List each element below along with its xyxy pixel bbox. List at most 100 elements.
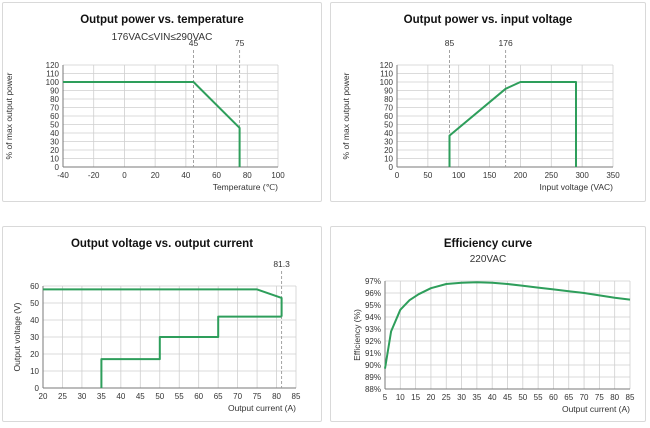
y-tick-label: 110: [46, 70, 59, 79]
y-axis-label: Efficiency (%): [352, 309, 362, 361]
x-tick-label: 75: [595, 393, 604, 402]
y-tick-label: 90: [384, 87, 393, 96]
x-tick-label: 55: [534, 393, 543, 402]
y-tick-label: 20: [50, 146, 59, 155]
data-series-line: [43, 288, 283, 317]
x-tick-label: 40: [116, 392, 125, 401]
x-tick-label: 200: [514, 171, 528, 180]
y-tick-label: 0: [55, 163, 60, 172]
y-tick-label: 90%: [365, 361, 381, 370]
y-axis-label: % of max output power: [4, 72, 14, 159]
x-tick-label: 150: [483, 171, 497, 180]
chart-title: Efficiency curve: [443, 238, 533, 250]
x-tick-label: 45: [503, 393, 512, 402]
y-tick-label: 89%: [365, 373, 381, 382]
reference-label: 85: [445, 38, 455, 48]
x-tick-label: 0: [122, 171, 127, 180]
x-tick-label: 100: [271, 171, 285, 180]
y-tick-label: 80: [50, 95, 59, 104]
y-tick-label: 50: [50, 121, 59, 130]
x-tick-label: 35: [97, 392, 106, 401]
x-tick-label: 20: [426, 393, 435, 402]
y-tick-label: 0: [35, 384, 40, 393]
x-tick-label: 85: [626, 393, 635, 402]
x-tick-label: 40: [488, 393, 497, 402]
y-tick-label: 40: [384, 129, 393, 138]
x-tick-label: 20: [39, 392, 48, 401]
chart-title: Output voltage vs. output current: [70, 238, 254, 250]
plot-output-voltage: 20 25 30 35 40 45 50 55 60 65 70 75 80 85 0 10 20 30 40 50 6…: [12, 259, 301, 413]
y-tick-label: 96%: [365, 289, 381, 298]
chart-panel-output-voltage: Output voltage vs. output current 20 25 30…: [2, 226, 322, 422]
x-tick-label: 45: [136, 392, 145, 401]
reference-label: 75: [235, 38, 245, 48]
y-tick-label: 94%: [365, 313, 381, 322]
x-axis-label: Input voltage (VAC): [539, 182, 613, 192]
chart-panel-input-voltage: Output power vs. input voltage 0 50 100 150…: [330, 2, 646, 202]
y-tick-label: 60: [50, 112, 59, 121]
y-tick-label: 100: [46, 78, 60, 87]
y-tick-label: 60: [30, 282, 39, 291]
x-tick-label: 30: [77, 392, 86, 401]
x-tick-label: -40: [57, 171, 69, 180]
x-tick-label: 0: [395, 171, 400, 180]
y-tick-label: 30: [384, 138, 393, 147]
y-tick-label: 120: [380, 61, 394, 70]
y-tick-label: 50: [384, 121, 393, 130]
y-tick-label: 0: [389, 163, 394, 172]
x-tick-label: 40: [181, 171, 190, 180]
y-tick-label: 100: [380, 78, 394, 87]
y-tick-label: 30: [50, 138, 59, 147]
y-tick-label: 70: [384, 104, 393, 113]
plot-temperature: -40 -20 0 20 40 60 80 1000102030405060708090100…: [4, 38, 285, 192]
y-tick-label: 95%: [365, 301, 381, 310]
x-axis-label: Temperature (℃): [213, 182, 278, 192]
x-tick-label: 80: [272, 392, 281, 401]
x-tick-label: 35: [472, 393, 481, 402]
x-tick-label: 250: [545, 171, 559, 180]
y-tick-label: 90: [50, 87, 59, 96]
x-tick-label: 85: [292, 392, 301, 401]
y-axis-label: Output voltage (V): [12, 302, 22, 371]
x-tick-label: 60: [549, 393, 558, 402]
x-tick-label: 30: [457, 393, 466, 402]
y-tick-label: 91%: [365, 349, 381, 358]
x-axis-label: Output current (A): [562, 404, 630, 414]
x-tick-label: 65: [214, 392, 223, 401]
plot-input-voltage: 0 50 100 150 200 250 300 3500102030405060708090…: [341, 38, 620, 192]
x-tick-label: 50: [155, 392, 164, 401]
y-tick-label: 40: [30, 316, 39, 325]
y-tick-label: 40: [50, 129, 59, 138]
reference-label: 81.3: [273, 259, 290, 269]
x-tick-label: 60: [212, 171, 221, 180]
x-tick-label: 20: [151, 171, 160, 180]
y-axis-label: % of max output power: [341, 72, 351, 159]
x-tick-label: 70: [233, 392, 242, 401]
y-tick-label: 110: [380, 70, 393, 79]
x-tick-label: 5: [383, 393, 388, 402]
data-series-line: [448, 81, 577, 167]
y-tick-label: 120: [46, 61, 60, 70]
y-tick-label: 70: [50, 104, 59, 113]
x-tick-label: 25: [58, 392, 67, 401]
x-tick-label: 50: [423, 171, 432, 180]
y-tick-label: 50: [30, 299, 39, 308]
data-series-line: [100, 315, 282, 388]
x-tick-label: 65: [564, 393, 573, 402]
data-series-line: [63, 81, 241, 167]
y-tick-label: 88%: [365, 385, 381, 394]
x-tick-label: 55: [175, 392, 184, 401]
chart-panel-temperature: Output power vs. temperature 176VAC≤VIN≤…: [2, 2, 322, 202]
y-tick-label: 10: [50, 155, 59, 164]
data-series-line: [384, 281, 631, 369]
x-tick-label: 50: [518, 393, 527, 402]
chart-title: Output power vs. temperature: [80, 14, 244, 26]
x-tick-label: 350: [606, 171, 620, 180]
x-tick-label: 100: [452, 171, 466, 180]
x-tick-label: 15: [411, 393, 420, 402]
x-tick-label: -20: [88, 171, 100, 180]
x-tick-label: 75: [253, 392, 262, 401]
reference-label: 176: [499, 38, 513, 48]
reference-label: 45: [189, 38, 199, 48]
